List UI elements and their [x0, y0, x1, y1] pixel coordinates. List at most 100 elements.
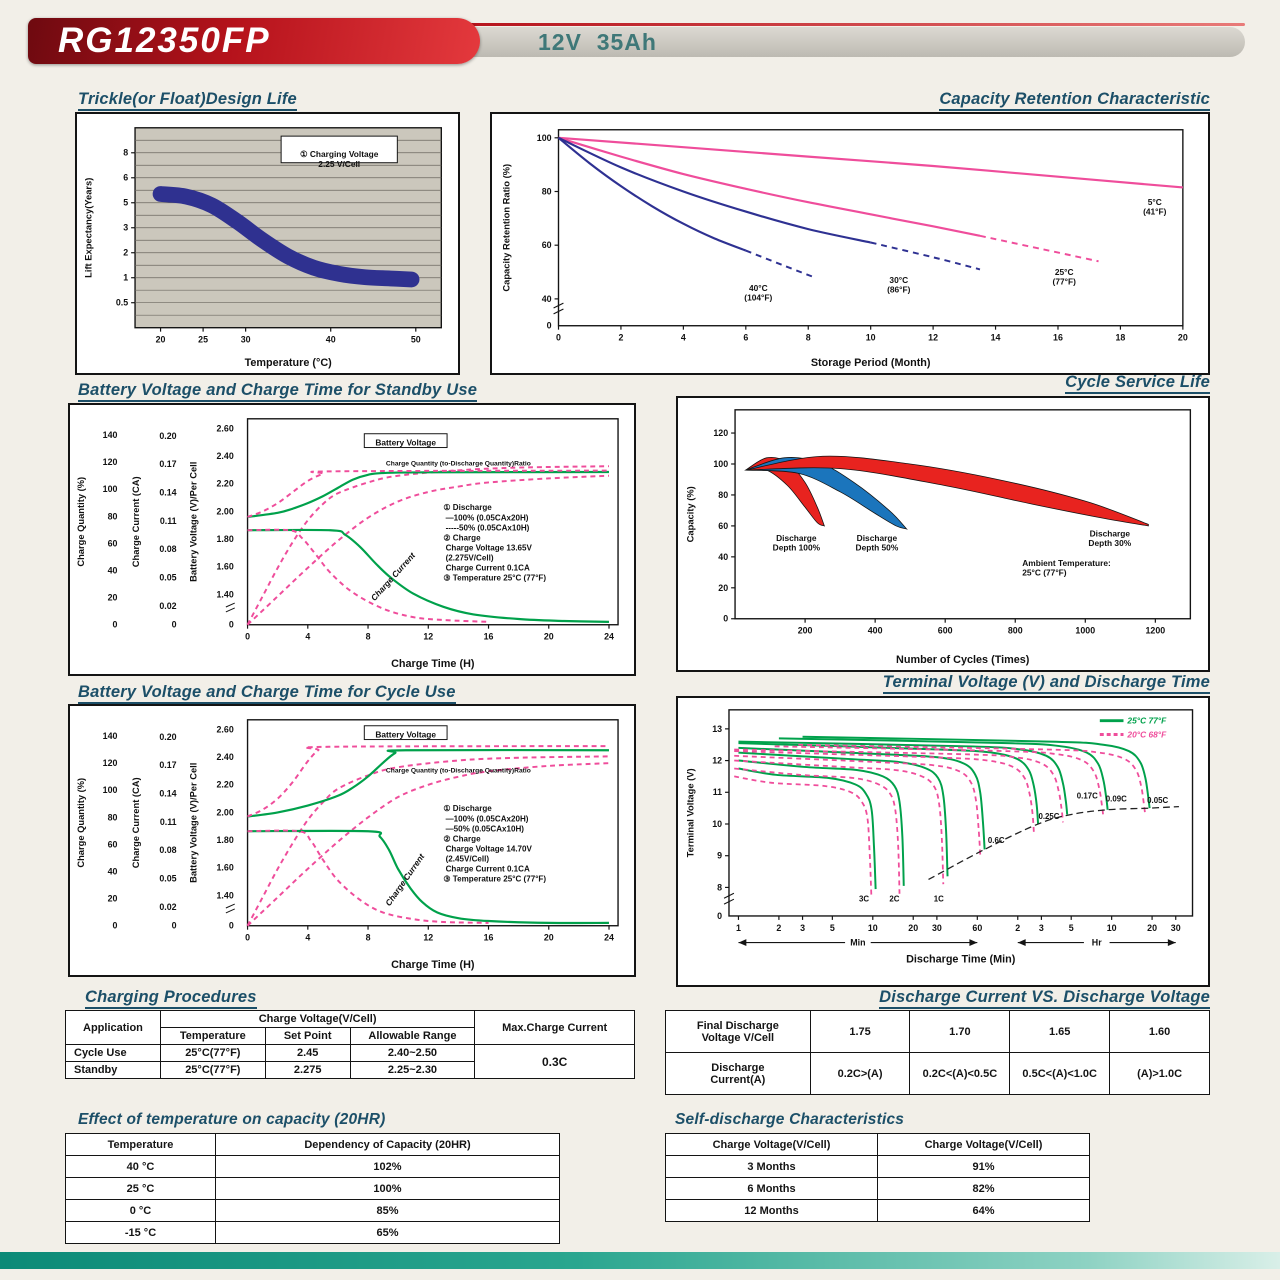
series-retention-25c-ext — [979, 234, 1099, 263]
table-cell: 2.40~2.50 — [349, 1044, 476, 1062]
x-tick-label: 20 — [1147, 923, 1157, 933]
table-row: 25 °C 100% — [65, 1177, 560, 1200]
x-tick-label: 6 — [743, 333, 748, 343]
chart-label: ① Discharge —100% (0.05CAx20H) —50% (0.0… — [443, 804, 546, 883]
chart-svg-capacity-retention: 0 2 4 6 8 10 12 14 16 18 20 40 60 80 100 Capacity Reten… — [501, 129, 1188, 369]
segment-label-bg — [1083, 935, 1110, 949]
y-axis-label: Charge Current (CA) — [131, 777, 141, 868]
chart-label: Charge Quantity (to-Discharge Quantity)R… — [386, 768, 531, 775]
table-cell: 3 Months — [665, 1155, 878, 1178]
y-tick-label: 0.02 — [159, 601, 176, 611]
x-axis-label: Charge Time (H) — [391, 658, 475, 670]
x-tick-label: 20 — [908, 923, 918, 933]
section-title-charge-standby: Battery Voltage and Charge Time for Stan… — [78, 381, 478, 403]
y-tick-label: 0.05 — [159, 873, 176, 883]
y-tick-label: 0 — [172, 620, 177, 630]
series-rate-0-6c — [738, 746, 986, 850]
chart-label: 5°C (41°F) — [1143, 197, 1167, 216]
table-cell: 25°C(77°F) — [159, 1044, 266, 1062]
x-tick-label: 20 — [1178, 333, 1188, 343]
header-model: RG12350FP — [58, 21, 271, 60]
table-row: Temperature Dependency of Capacity (20HR… — [65, 1133, 560, 1156]
chart-charge-cycle: 0 4 8 12 16 20 24 0 20 40 60 80 100 120 140 Charge Quan… — [68, 704, 636, 977]
series-rate-0-17c-20c — [734, 748, 1064, 823]
table-row: 40 °C 102% — [65, 1155, 560, 1178]
axis-break — [723, 892, 735, 905]
y-tick-label: 60 — [542, 240, 552, 250]
plot-series-group — [734, 735, 1179, 897]
y-tick-label: 1.80 — [217, 835, 234, 845]
series-rate-2c-20c — [734, 767, 901, 894]
label-box — [280, 135, 398, 164]
y-tick-label: 100 — [103, 785, 118, 795]
y-tick-label: 100 — [713, 459, 728, 469]
y-tick-label: 1.40 — [217, 589, 234, 599]
table-cell: 2.25~2.30 — [349, 1061, 476, 1079]
band-dod-30 — [745, 455, 1149, 527]
series-charge-current-50 — [247, 829, 489, 924]
y-tick-label: 20 — [718, 583, 728, 593]
y-tick-label: 2.00 — [217, 506, 234, 516]
series-rate-0-09c-20c — [774, 745, 1105, 818]
segment-label: Hr — [1092, 938, 1102, 948]
chart-label: 40°C (104°F) — [744, 283, 772, 302]
chart-svg-terminal-voltage: 1 2 3 5 10 20 30 60 2 3 5 10 20 308910111213Terminal … — [685, 709, 1194, 965]
y-tick-label: 0 — [113, 620, 118, 630]
x-tick-label: 4 — [305, 933, 310, 943]
table-cell: 0.5C<(A)<1.0C — [1009, 1052, 1111, 1095]
x-tick-label: 16 — [1053, 333, 1063, 343]
y-tick-label: 1.60 — [217, 562, 234, 572]
y-axis-label: Charge Quantity (%) — [76, 477, 86, 567]
chart-text: 0 — [547, 321, 552, 331]
table-cell: 12 Months — [665, 1199, 878, 1222]
series-battery-voltage-100 — [247, 748, 609, 818]
x-axis-label: Discharge Time (Min) — [906, 953, 1016, 965]
header-rating: 12V 35Ah — [538, 29, 657, 55]
chart-label: Discharge Depth 50% — [856, 533, 899, 552]
legend-label: 20°C 68°F — [1126, 729, 1167, 739]
x-tick-label: 12 — [423, 632, 433, 642]
x-axis-label: Number of Cycles (Times) — [896, 654, 1030, 666]
table-row: 3 Months 91% — [665, 1155, 1090, 1178]
x-axis-label: Storage Period (Month) — [811, 357, 931, 369]
y-tick-label: 2.40 — [217, 752, 234, 762]
section-title-discharge-current: Discharge Current VS. Discharge Voltage — [879, 988, 1210, 1010]
table-row: 12 Months 64% — [665, 1199, 1090, 1222]
x-tick-label: 30 — [1171, 923, 1181, 933]
label-box — [363, 433, 448, 449]
y-tick-label: 2.60 — [217, 724, 234, 734]
y-tick-label: 1.60 — [217, 863, 234, 873]
x-axis-label: Temperature (°C) — [245, 357, 333, 369]
y-tick-label: 0.08 — [159, 845, 176, 855]
y-tick-label: 100 — [537, 133, 552, 143]
table-header-cell: Temperature — [159, 1027, 266, 1045]
table-cell: 64% — [877, 1199, 1090, 1222]
table-cell: Standby — [65, 1061, 161, 1079]
table-header-cell: Charge Voltage(V/Cell) — [159, 1010, 476, 1028]
series-rate-1c — [738, 751, 949, 877]
plot-series-group — [246, 465, 610, 626]
table-header-cell: Max.Charge Current — [474, 1010, 635, 1045]
x-tick-label: 400 — [868, 626, 883, 636]
section-title-temperature-capacity: Effect of temperature on capacity (20HR) — [78, 1111, 386, 1128]
x-tick-label: 20 — [156, 334, 166, 344]
x-tick-label: 2 — [618, 333, 623, 343]
y-tick-label: 20 — [108, 894, 118, 904]
table-cell: (A)>1.0C — [1109, 1052, 1210, 1095]
series-rate-1c-20c — [734, 759, 945, 885]
series-battery-voltage-100 — [247, 470, 609, 519]
x-tick-label: 600 — [938, 626, 953, 636]
table-row: Standby 25°C(77°F) 2.275 2.25~2.30 — [65, 1061, 635, 1079]
series-retention-40c-ext — [745, 249, 815, 279]
table-header-cell: Dependency of Capacity (20HR) — [215, 1133, 560, 1156]
table-cell: -15 °C — [65, 1221, 216, 1244]
section-title-terminal-voltage: Terminal Voltage (V) and Discharge Time — [882, 673, 1210, 695]
y-tick-label: 3 — [123, 223, 128, 233]
table-header-cell: Allowable Range — [349, 1027, 476, 1045]
chart-svg-trickle-design-life: 20 25 30 40 50 0.5 1 2 3 5 6 8 Lift Expectancy(Years… — [84, 127, 443, 369]
x-tick-label: 4 — [681, 333, 686, 343]
temperature-capacity-table: Temperature Dependency of Capacity (20HR… — [65, 1133, 560, 1244]
x-tick-label: 4 — [305, 632, 310, 642]
x-tick-label: 25 — [198, 334, 208, 344]
